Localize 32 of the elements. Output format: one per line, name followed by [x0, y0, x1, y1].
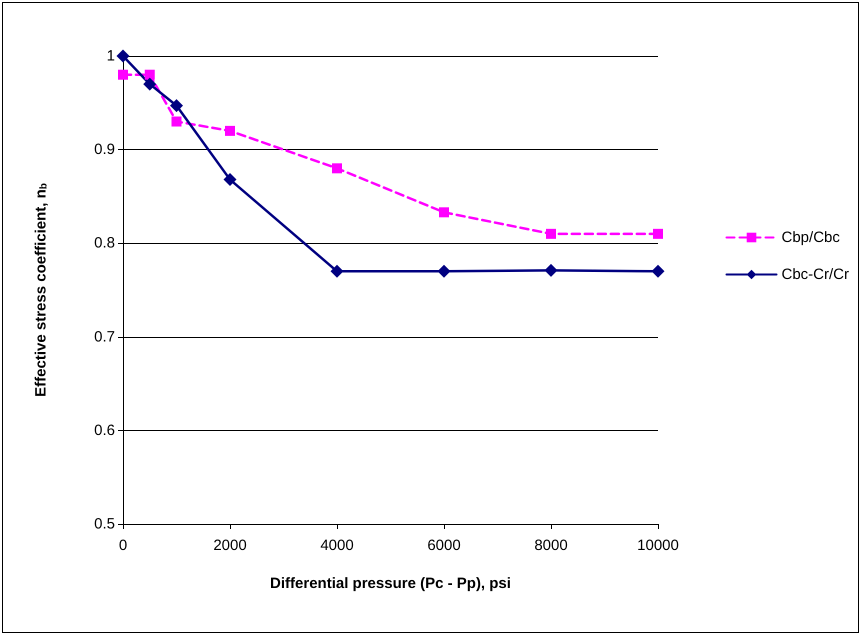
point: [118, 70, 128, 80]
point: [332, 163, 342, 174]
x-tick-label: 6000: [427, 537, 461, 554]
point: [225, 126, 235, 136]
y-tick-label: 0.7: [94, 328, 115, 346]
y-tick-label: 0.5: [94, 516, 115, 532]
point: [546, 228, 556, 239]
y-tick-label: 1: [106, 48, 115, 64]
point: [143, 78, 156, 91]
point: [172, 116, 182, 127]
x-axis-title: Differential pressure (Pc - Pp), psi: [270, 575, 511, 592]
legend-label: Cbp/Cbc: [782, 229, 840, 246]
x-tick-label: 4000: [320, 537, 354, 554]
x-tick-label: 8000: [534, 537, 568, 554]
point: [144, 70, 155, 80]
x-tick-label: 0: [118, 537, 128, 554]
point: [116, 50, 130, 62]
x-tick-label: 2000: [213, 537, 247, 554]
point: [439, 207, 449, 218]
y-axis-title: Effective stress coefficient, nb: [32, 183, 50, 397]
point: [438, 264, 450, 278]
legend-label: Cbc-Cr/Cr: [782, 266, 850, 283]
y-tick-label: 0.6: [94, 422, 115, 439]
point: [544, 264, 558, 277]
point: [330, 264, 344, 278]
point: [224, 173, 236, 186]
y-tick-label: 0.8: [94, 234, 115, 252]
x-tick-label: 10000: [637, 537, 679, 554]
point: [652, 264, 664, 278]
point: [653, 228, 663, 239]
point: [170, 99, 183, 112]
y-tick-label: 0.9: [94, 141, 115, 158]
